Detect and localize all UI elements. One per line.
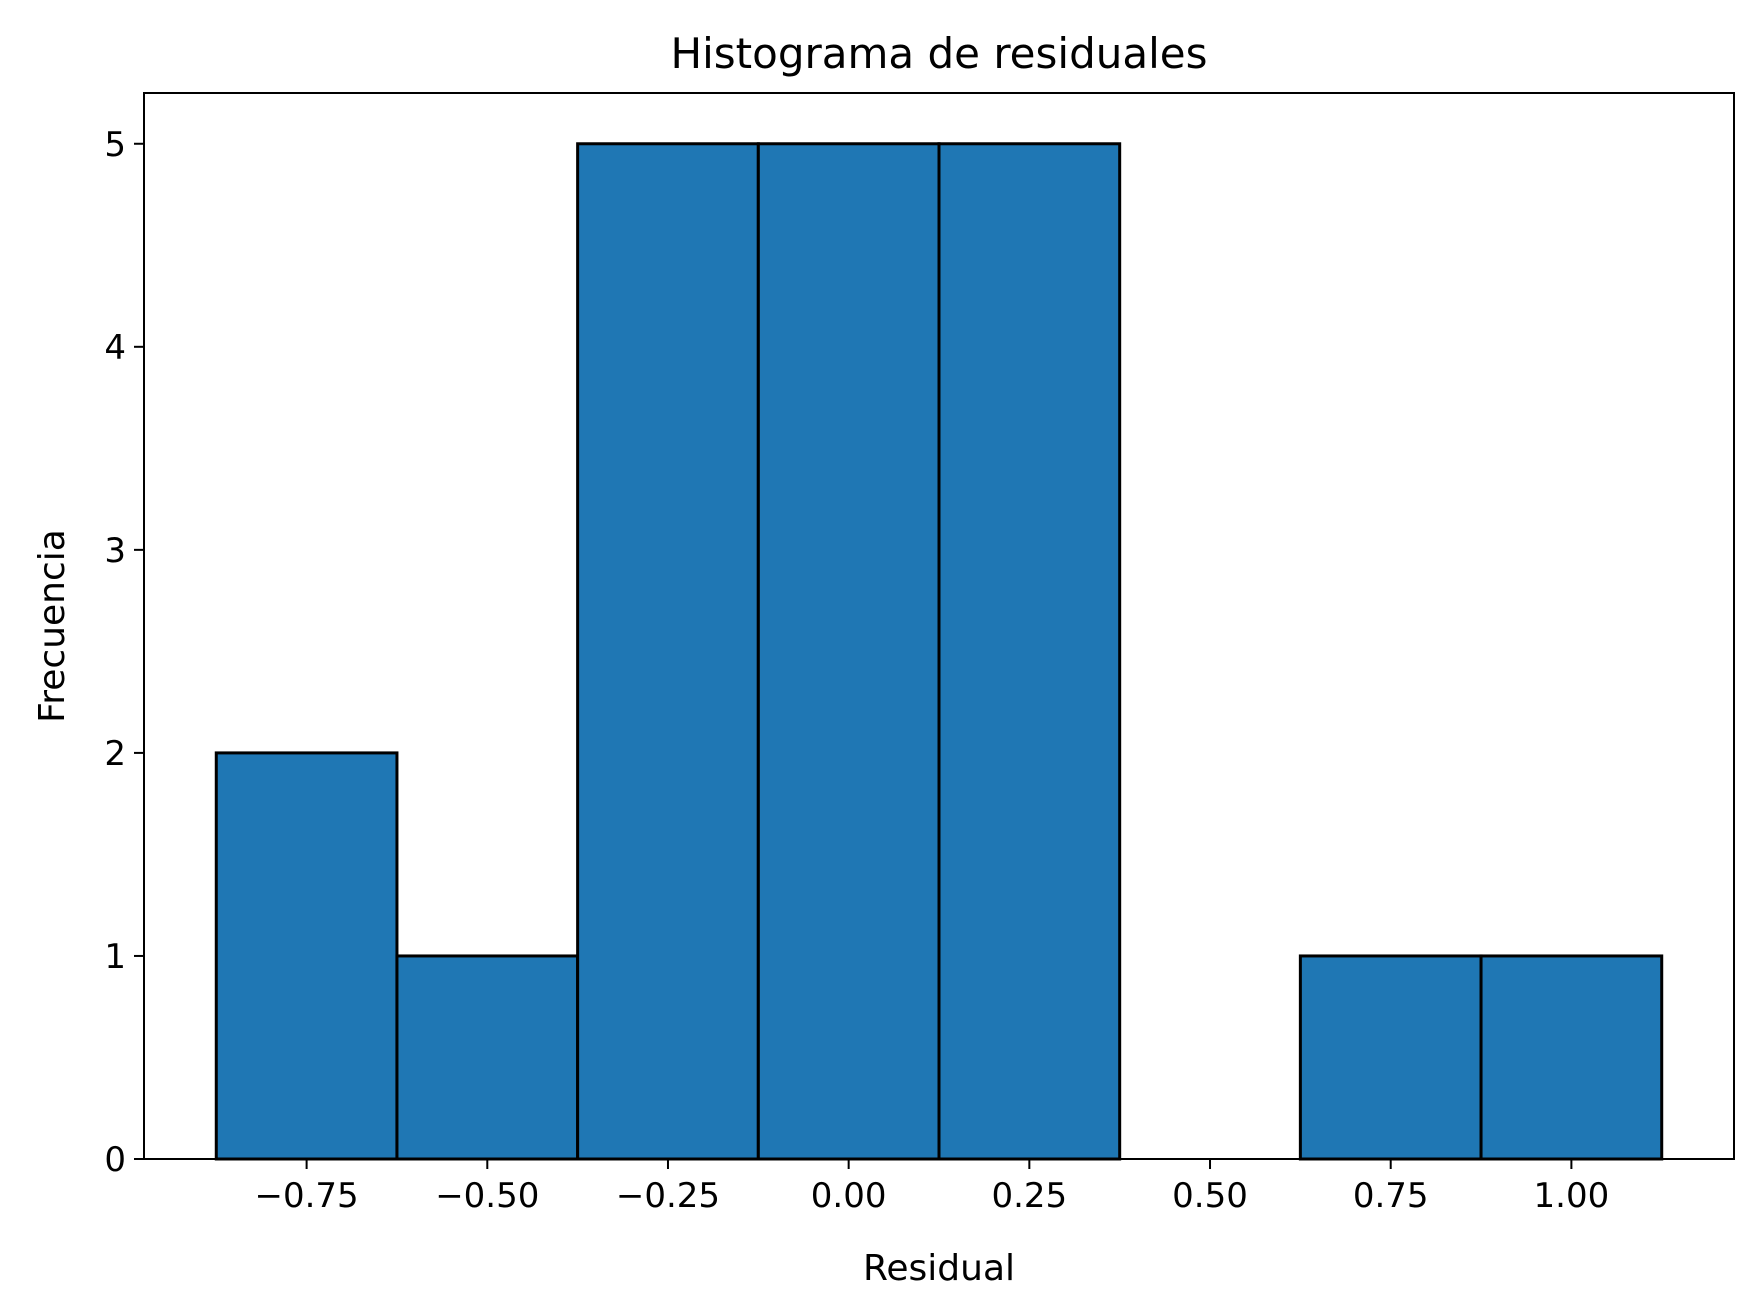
y-tick-label-1: 1 — [104, 937, 126, 977]
x-tick-label-5: 0.50 — [1172, 1176, 1248, 1216]
histogram-bar-4 — [937, 142, 1122, 1161]
y-axis-ticks: 0 1 2 3 4 5 — [104, 125, 144, 1180]
plot-area: −0.75 −0.50 −0.25 0.00 0.25 0.50 0.75 1.00 0 1 2 3… — [104, 92, 1735, 1216]
y-tick-label-5: 5 — [104, 125, 126, 165]
histogram-bar-1 — [395, 954, 580, 1161]
histogram-bar-2 — [576, 142, 760, 1161]
y-tick-label-3: 3 — [104, 531, 126, 571]
histogram-bar-0 — [214, 751, 399, 1161]
x-tick-label-2: −0.25 — [616, 1176, 720, 1216]
x-tick-label-6: 0.75 — [1353, 1176, 1429, 1216]
x-axis-ticks: −0.75 −0.50 −0.25 0.00 0.25 0.50 0.75 1.00 — [255, 1159, 1610, 1216]
y-tick-label-0: 0 — [104, 1140, 126, 1180]
x-tick-label-7: 1.00 — [1534, 1176, 1610, 1216]
x-tick-label-4: 0.25 — [991, 1176, 1067, 1216]
x-tick-label-1: −0.50 — [435, 1176, 539, 1216]
histogram-bar-3 — [756, 142, 941, 1161]
x-axis-label: Residual — [863, 1248, 1015, 1289]
bars-group — [214, 142, 1664, 1161]
histogram-bar-6 — [1298, 954, 1483, 1161]
histogram-bar-7 — [1479, 954, 1664, 1161]
y-tick-label-4: 4 — [104, 328, 126, 368]
axes-frame — [143, 92, 1735, 1160]
x-tick-label-0: −0.75 — [255, 1176, 359, 1216]
x-tick-label-3: 0.00 — [811, 1176, 887, 1216]
y-tick-label-2: 2 — [104, 734, 126, 774]
y-axis-label: Frecuencia — [32, 529, 73, 723]
chart-title: Histograma de residuales — [671, 29, 1208, 78]
